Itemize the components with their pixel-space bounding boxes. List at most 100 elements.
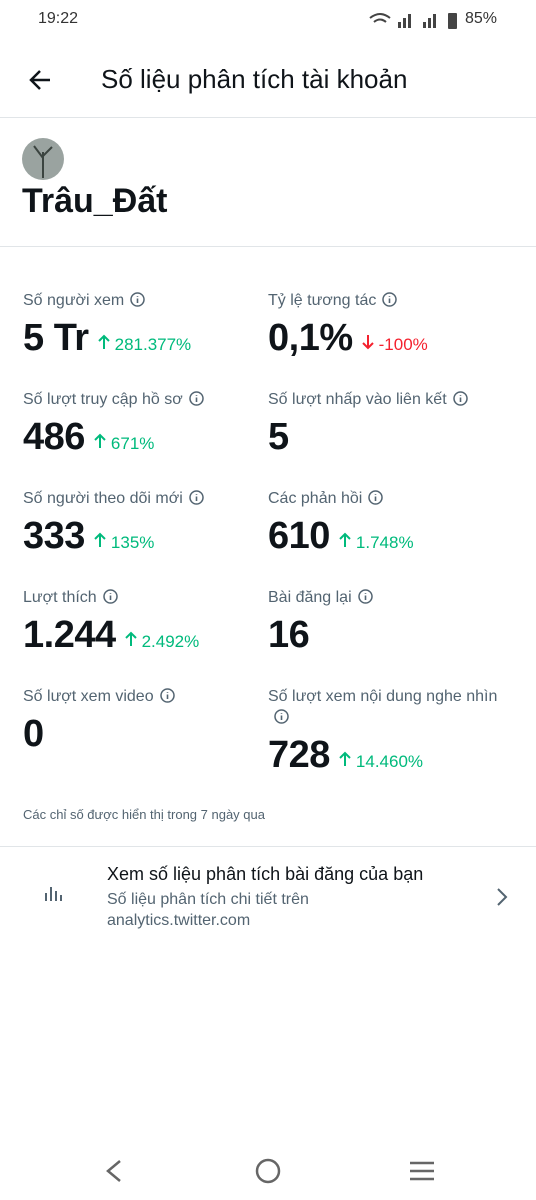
info-icon[interactable] [368,490,384,505]
metric-change-text: 1.748% [355,533,414,552]
footnote: Các chỉ số được hiển thị trong 7 ngày qu… [23,807,265,822]
info-icon[interactable] [189,391,204,406]
time: 19:22 [38,10,79,27]
metric-label: Lượt thích [23,587,263,608]
metric-label: Bài đăng lại [268,587,508,608]
metric-value-row: 333 135% [23,515,263,558]
metric-change-text: 14.460% [355,752,424,771]
metric-label: Số lượt xem nội dung nghe nhìn [268,686,508,728]
metric-value-row: 0 [23,713,263,756]
metric-value: 0,1% [268,317,353,359]
info-icon[interactable] [357,589,373,604]
profile-name: Trâu_Đất [22,182,168,220]
nav-recents[interactable] [410,1161,434,1181]
metric-label: Số lượt xem video [23,686,263,707]
arrow-up [97,334,110,349]
metric-change-text: 135% [110,533,155,552]
nav-home[interactable] [255,1158,281,1184]
metric: Số lượt xem nội dung nghe nhìn 728 14.460% [268,686,508,777]
metric-label-text: Bài đăng lại [268,589,352,606]
metric-change: 2.492% [124,631,200,651]
metric-label-text: Số người xem [23,292,125,309]
metric-value: 5 [268,416,289,458]
divider [0,246,536,247]
metric: Các phản hồi 610 1.748% [268,488,508,558]
metric-label: Số người xem [23,290,263,311]
divider [0,117,536,118]
nav-bar [106,1158,434,1184]
info-icon[interactable] [159,688,175,703]
metric-change: 1.748% [338,532,414,552]
metric-change-text: 2.492% [141,632,200,651]
metric-label-text: Lượt thích [23,589,97,606]
metric-label-text: Số lượt truy cập hồ sơ [23,391,183,408]
chart-icon [45,887,62,901]
back-button[interactable] [26,66,54,94]
metric-value: 486 [23,416,85,458]
metric-change-text: 281.377% [114,335,192,354]
arrow-up [339,751,351,766]
metric-label-text: Số người theo dõi mới [23,490,183,507]
nav-back[interactable] [106,1160,121,1182]
metric-value: 0 [23,713,44,755]
metric-value-row: 0,1% -100% [268,317,508,360]
metric: Số lượt truy cập hồ sơ 486 671% [23,389,263,459]
metric-label-text: Các phản hồi [268,490,363,507]
metric-value-row: 5 Tr 281.377% [23,317,263,360]
metric-label-text: Số lượt nhấp vào liên kết [268,391,447,408]
metric: Số người xem 5 Tr 281.377% [23,290,263,360]
metric-label: Số người theo dõi mới [23,488,263,509]
metric-value: 333 [23,515,85,557]
info-icon[interactable] [130,292,145,307]
info-icon[interactable] [382,292,398,307]
metric-label-text: Số lượt xem nội dung nghe nhìn [268,688,498,705]
metric: Số người theo dõi mới 333 135% [23,488,263,558]
info-icon[interactable] [189,490,204,505]
metric-value-row: 486 671% [23,416,263,459]
metric-label: Tỷ lệ tương tác [268,290,508,311]
metric-value: 610 [268,515,330,557]
arrow-up [94,532,106,547]
metric: Bài đăng lại 16 [268,587,508,657]
link-title: Xem số liệu phân tích bài đăng của bạn [107,864,424,884]
status-icons [369,13,457,29]
metric-label-text: Số lượt xem video [23,688,154,705]
metric-label: Số lượt truy cập hồ sơ [23,389,263,410]
link-subtitle: Số liệu phân tích chi tiết trên analytic… [107,891,309,929]
info-icon[interactable] [274,709,289,724]
metric-value: 728 [268,734,330,776]
metric-change: 281.377% [97,334,192,354]
divider [0,846,536,847]
chevron [497,888,508,906]
metric-change: 135% [93,532,155,552]
metric: Lượt thích 1.244 2.492% [23,587,263,657]
arrow-up [339,532,351,547]
metric: Số lượt xem video 0 [23,686,263,756]
metric-value: 16 [268,614,310,656]
metric: Số lượt nhấp vào liên kết 5 [268,389,508,459]
metric-change: 671% [93,433,155,453]
metric-change: -100% [361,335,428,354]
arrow-up [124,631,137,646]
info-icon[interactable] [102,589,118,604]
metric-change-text: 671% [110,434,155,453]
metric-change: 14.460% [338,751,424,771]
metric-value-row: 610 1.748% [268,515,508,558]
arrow-down [361,335,374,350]
info-icon[interactable] [452,391,468,406]
metric-value-row: 1.244 2.492% [23,614,263,657]
avatar[interactable] [22,138,64,180]
metric-value: 1.244 [23,614,116,656]
arrow-up [94,433,106,448]
metric-value: 5 Tr [23,317,89,359]
metric-change-text: -100% [378,335,428,354]
battery: 85% [465,10,498,27]
metric-value-row: 16 [268,614,508,657]
metric-value-row: 5 [268,416,508,459]
metric-label: Các phản hồi [268,488,508,509]
metric-value-row: 728 14.460% [268,734,508,777]
metric-label: Số lượt nhấp vào liên kết [268,389,508,410]
page-title: Số liệu phân tích tài khoản [101,64,408,94]
metric-label-text: Tỷ lệ tương tác [268,292,377,309]
